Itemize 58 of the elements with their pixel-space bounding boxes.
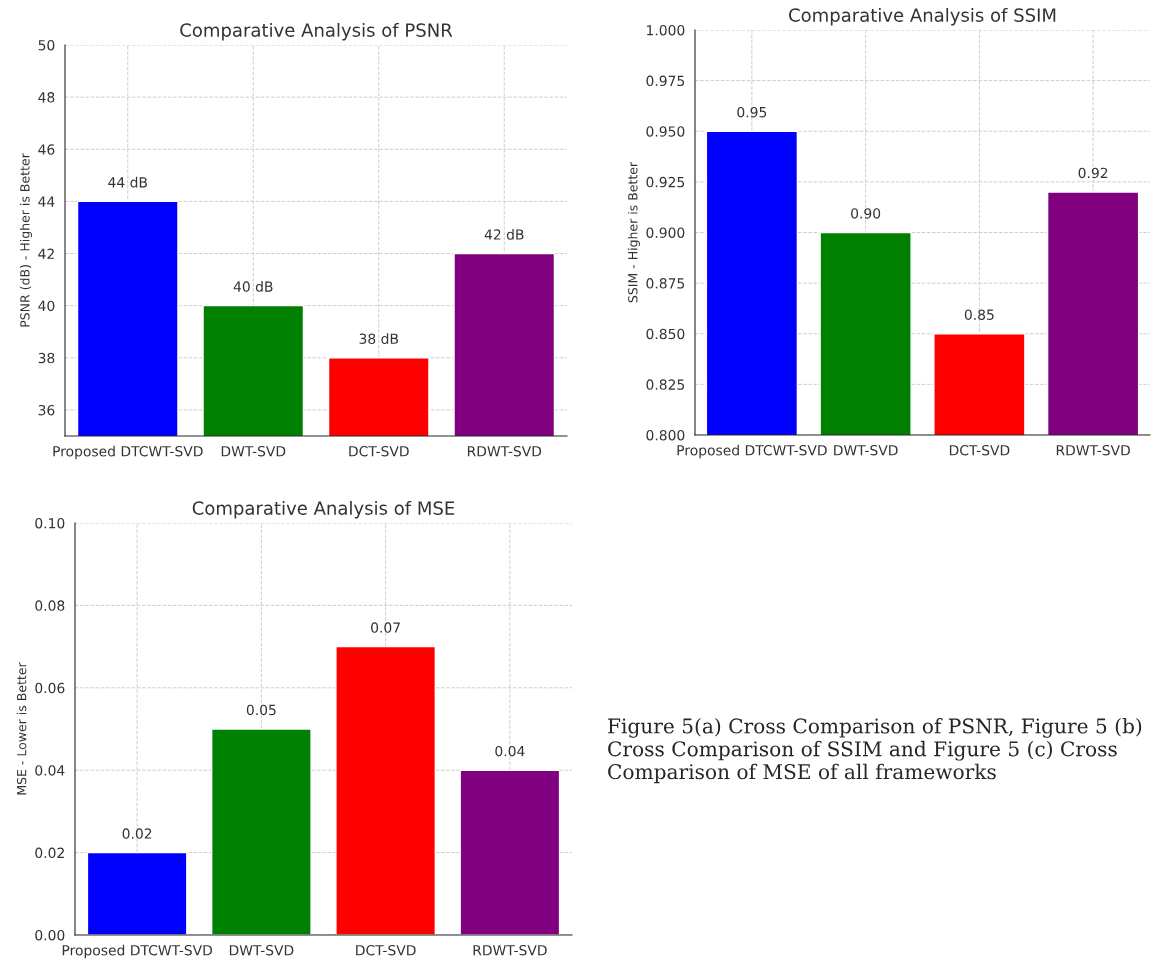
y-tick-label: 38 bbox=[38, 352, 55, 364]
x-tick-label: Proposed DTCWT-SVD bbox=[62, 944, 212, 959]
bar bbox=[335, 645, 437, 935]
y-tick-label: 48 bbox=[38, 92, 55, 103]
y-tick-label: 0.925 bbox=[646, 176, 685, 188]
x-tick-label: Proposed DTCWT-SVD bbox=[53, 445, 203, 460]
x-tick-label: RDWT-SVD bbox=[473, 944, 547, 956]
data-label: 44 dB bbox=[108, 176, 147, 188]
y-tick-label: 0.800 bbox=[646, 429, 685, 441]
y-tick-label: 40 bbox=[38, 300, 55, 312]
x-tick-label: DCT-SVD bbox=[949, 444, 1010, 456]
data-label: 42 dB bbox=[484, 228, 524, 240]
x-tick-label: DWT-SVD bbox=[221, 445, 286, 457]
data-label: 38 dB bbox=[359, 333, 398, 344]
data-label: 0.95 bbox=[737, 106, 767, 118]
caption: Figure 5(a) Cross Comparison of PSNR, Figure 5 (b) Cross Comparison of SSIM and Figure 5 (c) Cross Comparison of MSE of all frameworks bbox=[608, 718, 1142, 784]
y-axis-title: MSE - Lower is Better bbox=[16, 662, 27, 795]
y-tick-label: 0.02 bbox=[35, 847, 64, 859]
y-tick-label: 0.10 bbox=[35, 517, 65, 529]
data-label: 0.04 bbox=[495, 745, 525, 757]
bar bbox=[459, 769, 561, 935]
y-tick-label: 0.00 bbox=[35, 929, 65, 941]
data-label: 0.85 bbox=[964, 309, 994, 320]
y-tick-label: 42 bbox=[38, 248, 54, 259]
data-label: 0.02 bbox=[122, 828, 152, 839]
chart-title: Comparative Analysis of SSIM bbox=[789, 7, 1056, 26]
y-tick-label: 0.850 bbox=[646, 328, 685, 340]
y-tick-label: 36 bbox=[38, 404, 55, 416]
x-tick-label: RDWT-SVD bbox=[467, 445, 542, 457]
data-label: 0.92 bbox=[1078, 167, 1108, 179]
x-tick-label: RDWT-SVD bbox=[1056, 444, 1130, 456]
y-tick-label: 0.875 bbox=[646, 278, 685, 289]
chart-title: Comparative Analysis of MSE bbox=[192, 500, 455, 519]
y-tick-label: 44 bbox=[38, 196, 55, 207]
y-tick-label: 0.950 bbox=[646, 126, 685, 137]
y-tick-label: 0.975 bbox=[646, 75, 685, 87]
y-tick-label: 0.08 bbox=[35, 600, 65, 611]
chart-title: Comparative Analysis of PSNR bbox=[180, 22, 453, 41]
x-tick-label: DWT-SVD bbox=[834, 444, 898, 456]
x-tick-label: Proposed DTCWT-SVD bbox=[677, 444, 827, 459]
y-tick-label: 0.06 bbox=[35, 682, 65, 694]
x-tick-label: DCT-SVD bbox=[356, 944, 416, 956]
y-tick-label: 50 bbox=[38, 39, 55, 51]
y-tick-label: 0.825 bbox=[646, 379, 685, 390]
data-label: 0.07 bbox=[371, 622, 400, 633]
bar bbox=[210, 728, 312, 935]
bar bbox=[86, 851, 188, 935]
y-axis-title: SSIM - Higher is Better bbox=[627, 161, 640, 303]
x-tick-label: DCT-SVD bbox=[349, 445, 409, 457]
y-tick-label: 1.000 bbox=[647, 24, 685, 36]
y-axis-title: PSNR (dB) - Higher is Better bbox=[19, 153, 33, 327]
x-tick-label: DWT-SVD bbox=[229, 944, 294, 956]
y-tick-label: 0.900 bbox=[646, 227, 685, 238]
data-label: 40 dB bbox=[233, 281, 273, 292]
y-tick-label: 0.04 bbox=[35, 765, 65, 776]
y-tick-label: 46 bbox=[38, 144, 55, 155]
data-label: 0.05 bbox=[246, 704, 276, 716]
data-label: 0.90 bbox=[851, 208, 881, 219]
